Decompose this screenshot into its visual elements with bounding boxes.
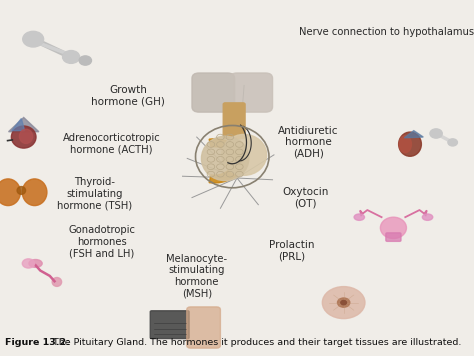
Ellipse shape	[201, 136, 249, 180]
Ellipse shape	[222, 135, 266, 176]
FancyBboxPatch shape	[223, 103, 245, 138]
Circle shape	[79, 56, 91, 65]
FancyBboxPatch shape	[150, 311, 189, 339]
FancyBboxPatch shape	[386, 233, 401, 241]
Ellipse shape	[29, 260, 42, 267]
Text: Growth
hormone (GH): Growth hormone (GH)	[91, 85, 165, 107]
Text: Melanocyte-
stimulating
hormone
(MSH): Melanocyte- stimulating hormone (MSH)	[166, 253, 227, 298]
Circle shape	[63, 51, 80, 63]
Ellipse shape	[52, 278, 62, 286]
Ellipse shape	[11, 126, 36, 148]
Text: Thyroid-
stimulating
hormone (TSH): Thyroid- stimulating hormone (TSH)	[57, 177, 132, 211]
Polygon shape	[12, 119, 25, 131]
Text: Adrenocorticotropic
hormone (ACTH): Adrenocorticotropic hormone (ACTH)	[63, 134, 160, 155]
Circle shape	[22, 259, 35, 268]
Text: Nerve connection to hypothalamus: Nerve connection to hypothalamus	[299, 27, 474, 37]
Text: Figure 13.2:: Figure 13.2:	[5, 338, 70, 347]
Text: Antidiuretic
hormone
(ADH): Antidiuretic hormone (ADH)	[278, 126, 338, 159]
Circle shape	[448, 139, 457, 146]
Ellipse shape	[354, 214, 365, 220]
Ellipse shape	[380, 217, 406, 239]
Ellipse shape	[0, 179, 20, 205]
Circle shape	[337, 298, 350, 307]
Circle shape	[23, 31, 44, 47]
Text: Prolactin
(PRL): Prolactin (PRL)	[269, 240, 314, 262]
Polygon shape	[404, 131, 423, 138]
Ellipse shape	[17, 187, 26, 194]
Text: Oxytocin
(OT): Oxytocin (OT)	[283, 187, 329, 208]
Ellipse shape	[399, 136, 411, 153]
FancyBboxPatch shape	[192, 73, 235, 112]
FancyBboxPatch shape	[230, 73, 273, 112]
Circle shape	[430, 129, 442, 138]
Ellipse shape	[22, 179, 47, 205]
Wedge shape	[209, 139, 244, 183]
Circle shape	[322, 287, 365, 319]
Ellipse shape	[19, 129, 33, 143]
FancyBboxPatch shape	[187, 307, 220, 348]
Ellipse shape	[422, 214, 433, 220]
Text: The Pituitary Gland. The hormones it produces and their target tissues are illus: The Pituitary Gland. The hormones it pro…	[50, 338, 461, 347]
Circle shape	[341, 300, 346, 305]
Ellipse shape	[399, 132, 421, 156]
Polygon shape	[9, 117, 39, 132]
Text: Gonadotropic
hormones
(FSH and LH): Gonadotropic hormones (FSH and LH)	[68, 225, 136, 259]
